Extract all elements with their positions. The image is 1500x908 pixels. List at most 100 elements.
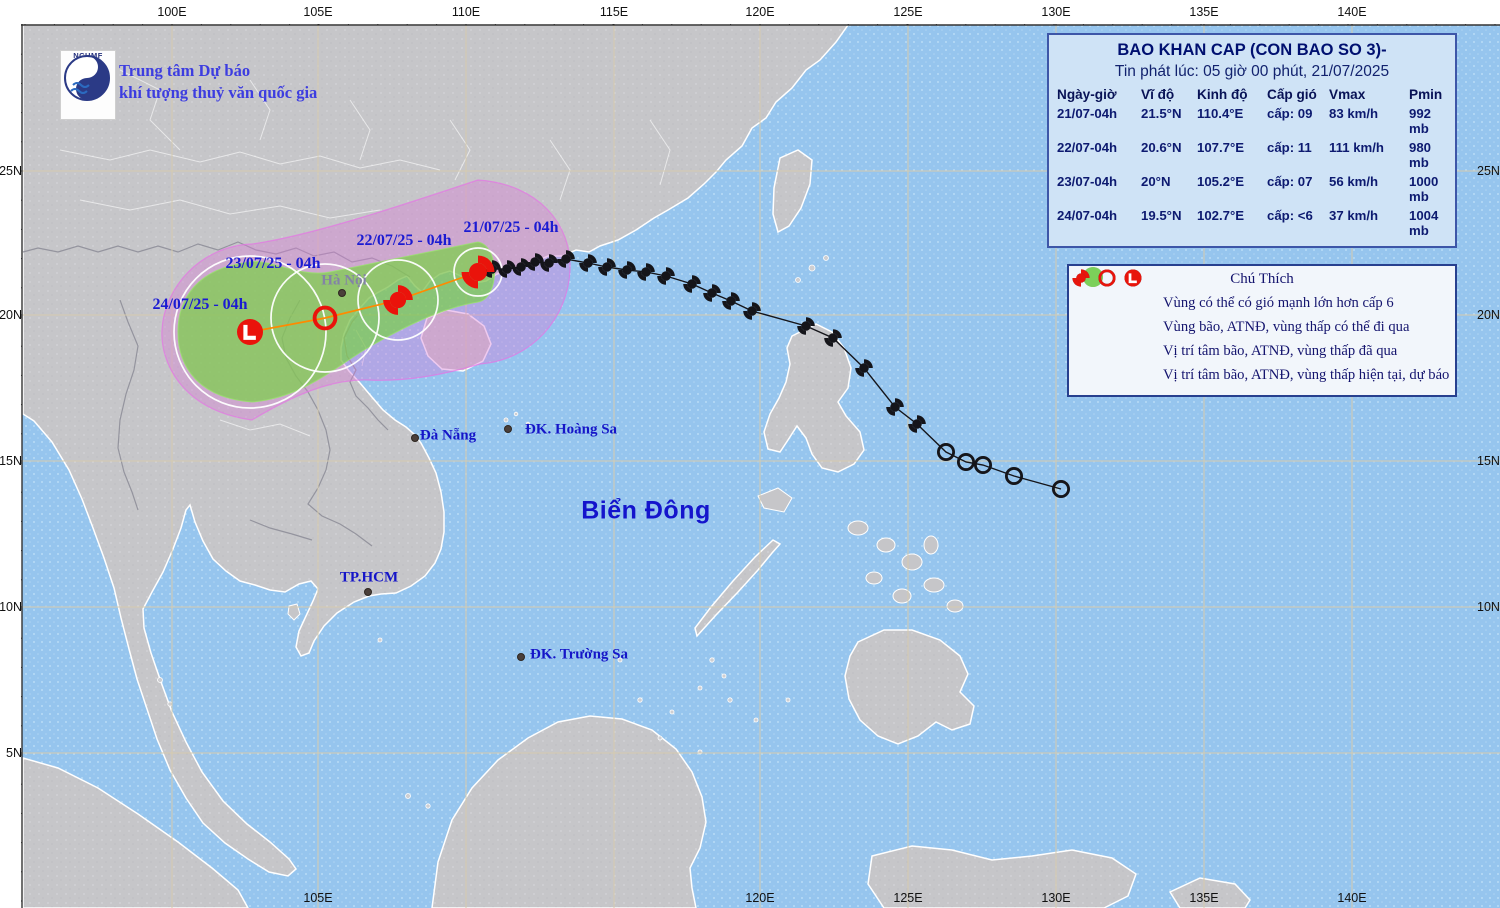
hainan-island [420,309,492,372]
lat-label-right: 25N [1477,164,1500,178]
cell: 1000 mb [1409,174,1439,204]
lat-label: 25N [0,164,22,178]
lat-label: 15N [0,454,22,468]
city-dot [338,289,346,297]
cell: 24/07-04h [1057,208,1118,223]
cell: 105.2°E [1197,174,1245,189]
col-header: Pmin [1409,87,1443,102]
lon-label-bottom: 105E [303,891,333,905]
bulletin-title: BAO KHAN CAP (CON BAO SO 3)- [1117,41,1387,59]
forecast-time-label: 24/07/25 - 04h [152,296,248,313]
storm-bulletin-box: BAO KHAN CAP (CON BAO SO 3)- Tin phát lú… [1047,33,1457,248]
legend-label: Vị trí tâm bão, ATNĐ, vùng thấp hiện tại… [1163,366,1450,383]
forecast-track-line [249,271,479,333]
forecast-low-icon [237,319,263,345]
lon-label: 120E [745,5,775,19]
city-dot [504,425,512,433]
lat-label-right: 10N [1477,600,1500,614]
legend-title: Chú Thích [1230,271,1294,287]
agency-name: Trung tâm Dự báo khí tượng thuỷ văn quốc… [119,60,317,104]
cell: cấp: <6 [1267,208,1313,223]
lon-label: 135E [1189,5,1219,19]
sea-name-label: Biển Đông [581,496,711,525]
col-header: Vĩ độ [1141,87,1175,102]
cell: 20°N [1141,174,1171,189]
cell: 37 km/h [1329,208,1379,223]
top-margin [0,0,1500,24]
city-dot [411,434,419,442]
cell: 111 km/h [1329,140,1384,155]
nchmf-emblem-icon [64,55,110,101]
sulawesi-island [867,845,1137,908]
agency-line2: khí tượng thuỷ văn quốc gia [119,83,318,102]
cell: 110.4°E [1197,106,1244,121]
luzon-island [763,323,865,473]
mindanao-island [844,629,975,745]
sumatra-island [22,757,249,908]
lat-label-right: 15N [1477,454,1500,468]
forecast-time-label: 21/07/25 - 04h [463,219,559,236]
visayas-islands [847,520,964,613]
cell: 980 mb [1409,140,1432,170]
city-label: Hà Nội [321,272,367,289]
city-label: Đà Nẵng [419,427,477,444]
city-label: ĐK. Hoàng Sa [524,421,618,438]
lon-label-bottom: 130E [1041,891,1071,905]
phu-quoc-island [287,603,301,621]
legend-label: Vùng bão, ATNĐ, vùng thấp có thể đi qua [1163,318,1410,335]
legend-item: Vị trí tâm bão, ATNĐ, vùng thấp hiện tại… [1072,268,1450,387]
city-dots [338,289,525,661]
lon-label: 100E [157,5,187,19]
lat-label-right: 20N [1477,308,1500,322]
storm-track [237,250,1071,499]
uncertainty-circle [173,255,327,409]
forecast-time-label: 22/07/25 - 04h [356,232,452,249]
cell: 21.5°N [1141,106,1182,121]
forecast-time-label: 23/07/25 - 04h [225,255,321,272]
bulletin-issued-time: Tin phát lúc: 05 giờ 00 phút, 21/07/2025 [1114,63,1390,80]
legend-item: Vị trí tâm bão, ATNĐ, vùng thấp đã qua [1072,268,1447,363]
lon-label-bottom: 135E [1189,891,1219,905]
cell: 83 km/h [1329,106,1379,121]
uncertainty-circle [270,263,380,373]
uncertainty-circle [357,259,439,341]
cell: 56 km/h [1329,174,1379,189]
lon-label: 105E [303,5,333,19]
cell: 102.7°E [1197,208,1245,223]
cell: cấp: 07 [1267,174,1313,189]
legend-label: Vị trí tâm bão, ATNĐ, vùng thấp đã qua [1163,342,1398,359]
lon-label: 110E [451,5,481,19]
lon-label-bottom: 120E [745,891,775,905]
land-masses [22,24,1251,908]
lon-label: 130E [1041,5,1071,19]
mindoro-island [757,487,793,513]
lat-label: 5N [6,746,22,760]
city-label: TP.HCM [339,569,399,586]
agency-line1: Trung tâm Dự báo [119,61,251,80]
cell: 19.5°N [1141,208,1182,223]
lon-label-bottom: 125E [893,891,923,905]
lon-label: 125E [893,5,923,19]
cell: 21/07-04h [1057,106,1118,121]
cell: 22/07-04h [1057,140,1118,155]
cell: cấp: 09 [1267,106,1313,121]
col-header: Cấp gió [1267,87,1317,102]
lat-label: 10N [0,600,22,614]
country-borders [22,69,671,547]
city-dot [517,653,525,661]
lat-label: 20N [0,308,22,322]
legend-label: Vùng có thể có gió mạnh lớn hơn cấp 6 [1163,294,1394,311]
city-label: ĐK. Trường Sa [529,646,629,663]
cell: 107.7°E [1197,140,1245,155]
halmahera-island [1168,877,1251,908]
legend-item: Vùng có thể có gió mạnh lớn hơn cấp 6 [1077,267,1447,315]
uncertainty-circles [173,247,503,409]
lon-label: 115E [599,5,629,19]
palawan-island [694,539,782,638]
cell: 20.6°N [1141,140,1182,155]
lon-label-bottom: 140E [1337,891,1367,905]
cell: cấp: 11 [1267,140,1312,155]
legend-box: Chú Thích Vùng có thể có gió mạnh lớn hơ… [1067,264,1457,397]
city-dot [364,588,372,596]
